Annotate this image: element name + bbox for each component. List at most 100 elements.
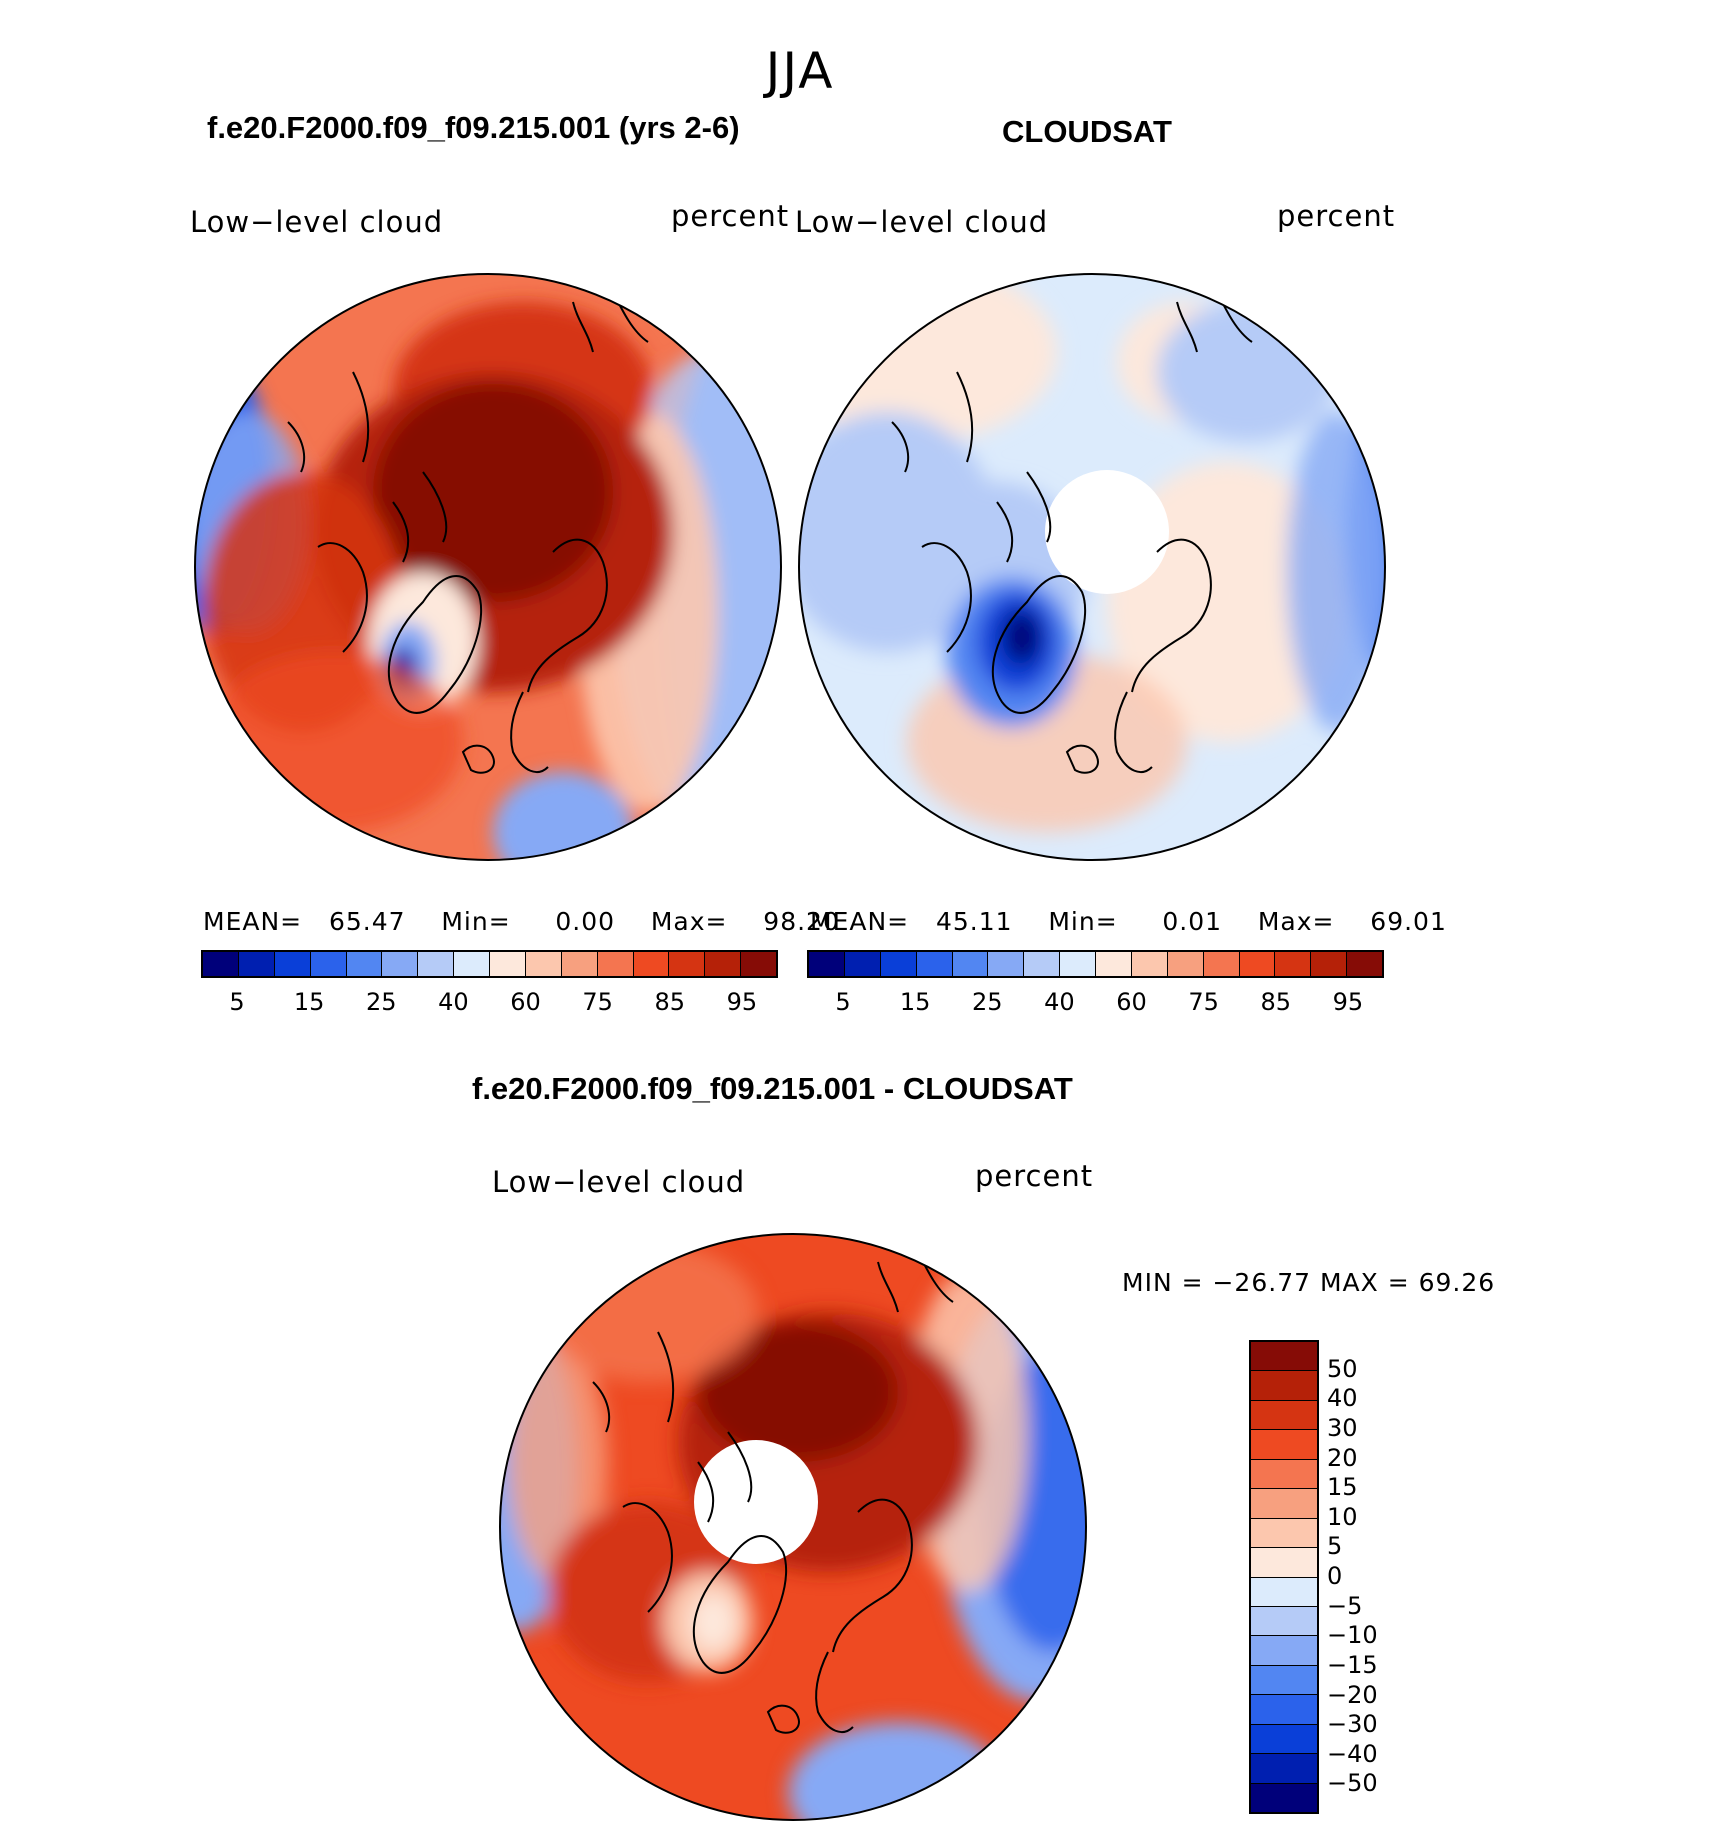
cloudsat-colorbar-swatch bbox=[916, 952, 953, 976]
diff-colorbar-swatch bbox=[1251, 1724, 1317, 1755]
model-colorbar-swatch bbox=[705, 952, 742, 976]
model-colorbar-tick-label: 40 bbox=[438, 988, 469, 1016]
diff-colorbar-tick-label: −20 bbox=[1327, 1680, 1378, 1709]
model-colorbar-tick-label: 5 bbox=[229, 988, 245, 1016]
diff-colorbar-tick-label: 10 bbox=[1327, 1502, 1358, 1531]
diff-colorbar-tick-label: −10 bbox=[1327, 1621, 1378, 1650]
cloudsat-max-value: 69.01 bbox=[1370, 907, 1447, 936]
diff-colorbar-swatch bbox=[1251, 1459, 1317, 1490]
model-polar-map bbox=[194, 273, 782, 861]
diff-colorbar-tick-label: −50 bbox=[1327, 1769, 1378, 1798]
diff-colorbar-swatch bbox=[1251, 1577, 1317, 1607]
model-colorbar-swatch bbox=[597, 952, 634, 976]
diff-colorbar-swatch bbox=[1251, 1518, 1317, 1549]
cloudsat-mean-label: MEAN= bbox=[810, 907, 910, 936]
cloudsat-colorbar-tick-label: 95 bbox=[1332, 988, 1364, 1016]
model-stats: MEAN= 65.47 Min= 0.00 Max= 98.20 bbox=[203, 907, 840, 936]
diff-colorbar-swatch bbox=[1251, 1754, 1317, 1784]
cloudsat-colorbar-swatch bbox=[1131, 952, 1168, 976]
cloudsat-colorbar bbox=[807, 950, 1384, 978]
cloudsat-colorbar-swatch bbox=[1167, 952, 1204, 976]
model-min-value: 0.00 bbox=[555, 907, 616, 936]
difference-map-border bbox=[499, 1233, 1087, 1821]
cloudsat-mean-value: 45.11 bbox=[935, 907, 1013, 936]
cloudsat-min-value: 0.01 bbox=[1162, 907, 1223, 936]
cloudsat-colorbar-tick-label: 15 bbox=[899, 988, 931, 1016]
diff-colorbar-swatch bbox=[1251, 1548, 1317, 1578]
cloudsat-stats: MEAN= 45.11 Min= 0.01 Max= 69.01 bbox=[810, 907, 1447, 936]
diff-colorbar-tick-label: 0 bbox=[1327, 1562, 1343, 1590]
cloudsat-polar-map bbox=[798, 273, 1386, 861]
cloudsat-colorbar-tick-label: 25 bbox=[972, 988, 1003, 1016]
model-colorbar bbox=[201, 950, 778, 978]
model-colorbar-tick-label: 15 bbox=[293, 988, 325, 1016]
difference-polar-map bbox=[499, 1233, 1087, 1821]
diff-colorbar-tick-label: −30 bbox=[1327, 1710, 1378, 1739]
diff-colorbar-tick-label: −40 bbox=[1327, 1739, 1378, 1768]
model-colorbar-tick-label: 95 bbox=[726, 988, 758, 1016]
model-colorbar-tick-label: 75 bbox=[582, 988, 613, 1016]
cloudsat-max-label: Max= bbox=[1257, 907, 1335, 936]
diff-colorbar-swatch bbox=[1251, 1489, 1317, 1519]
difference-polar-gap bbox=[694, 1440, 818, 1564]
model-colorbar-swatch bbox=[633, 952, 670, 976]
cloudsat-colorbar-swatch bbox=[1239, 952, 1276, 976]
diff-colorbar-swatch bbox=[1251, 1430, 1317, 1460]
cloudsat-colorbar-swatch bbox=[1060, 952, 1096, 976]
cloudsat-colorbar-swatch bbox=[952, 952, 989, 976]
diff-colorbar-tick-label: 20 bbox=[1327, 1443, 1358, 1472]
model-max-value: 98.20 bbox=[763, 907, 840, 936]
cloudsat-map-border bbox=[798, 273, 1386, 861]
model-colorbar-swatch bbox=[346, 952, 383, 976]
model-min-label: Min= bbox=[441, 907, 511, 936]
diff-colorbar-tick-label: 15 bbox=[1327, 1473, 1358, 1502]
model-panel-title: f.e20.F2000.f09_f09.215.001 (yrs 2-6) bbox=[207, 110, 740, 145]
cloudsat-units-label: percent bbox=[1277, 199, 1396, 233]
diff-colorbar-tick-label: 50 bbox=[1327, 1354, 1358, 1383]
diff-colorbar-swatch bbox=[1251, 1606, 1317, 1637]
cloudsat-colorbar-swatch bbox=[1203, 952, 1240, 976]
diff-colorbar bbox=[1249, 1340, 1319, 1814]
diff-colorbar-swatch bbox=[1251, 1783, 1317, 1812]
diff-colorbar-tick-label: −5 bbox=[1327, 1591, 1363, 1620]
model-colorbar-swatch bbox=[310, 952, 347, 976]
cloudsat-colorbar-swatch bbox=[988, 952, 1025, 976]
model-colorbar-tick-label: 85 bbox=[654, 988, 686, 1016]
model-coastlines bbox=[287, 291, 649, 774]
model-colorbar-tick-label: 25 bbox=[366, 988, 397, 1016]
cloudsat-colorbar-tick-label: 5 bbox=[835, 988, 851, 1016]
cloudsat-colorbar-tick-label: 60 bbox=[1116, 988, 1147, 1016]
cloudsat-panel-title: CLOUDSAT bbox=[1002, 114, 1172, 149]
diff-colorbar-swatch bbox=[1251, 1636, 1317, 1666]
cloudsat-colorbar-swatch bbox=[809, 952, 845, 976]
model-colorbar-swatch bbox=[418, 952, 455, 976]
cloudsat-colorbar-swatch bbox=[1024, 952, 1061, 976]
model-variable-label: Low−level cloud bbox=[190, 205, 444, 239]
model-colorbar-swatch bbox=[741, 952, 776, 976]
cloudsat-min-label: Min= bbox=[1048, 907, 1118, 936]
model-colorbar-swatch bbox=[490, 952, 526, 976]
model-max-label: Max= bbox=[650, 907, 728, 936]
diff-colorbar-tick-label: 40 bbox=[1327, 1384, 1358, 1413]
model-mean-value: 65.47 bbox=[328, 907, 406, 936]
diff-colorbar-swatch bbox=[1251, 1371, 1317, 1401]
cloudsat-colorbar-tick-label: 85 bbox=[1260, 988, 1292, 1016]
model-mean-label: MEAN= bbox=[203, 907, 303, 936]
model-colorbar-swatch bbox=[454, 952, 490, 976]
diff-colorbar-tick-label: 5 bbox=[1327, 1532, 1343, 1561]
model-colorbar-swatch bbox=[669, 952, 706, 976]
cloudsat-variable-label: Low−level cloud bbox=[795, 205, 1049, 239]
diff-panel-title: f.e20.F2000.f09_f09.215.001 - CLOUDSAT bbox=[472, 1071, 1073, 1106]
cloudsat-colorbar-swatch bbox=[880, 952, 917, 976]
cloudsat-colorbar-swatch bbox=[1275, 952, 1312, 976]
diff-variable-label: Low−level cloud bbox=[492, 1165, 746, 1199]
model-colorbar-swatch bbox=[382, 952, 419, 976]
difference-coastlines bbox=[592, 1251, 954, 1734]
cloudsat-colorbar-tick-label: 75 bbox=[1188, 988, 1219, 1016]
model-colorbar-swatch bbox=[238, 952, 275, 976]
cloudsat-colorbar-swatch bbox=[1311, 952, 1348, 976]
model-colorbar-swatch bbox=[203, 952, 239, 976]
model-colorbar-swatch bbox=[525, 952, 562, 976]
diff-colorbar-swatch bbox=[1251, 1400, 1317, 1431]
model-units-label: percent bbox=[671, 199, 790, 233]
